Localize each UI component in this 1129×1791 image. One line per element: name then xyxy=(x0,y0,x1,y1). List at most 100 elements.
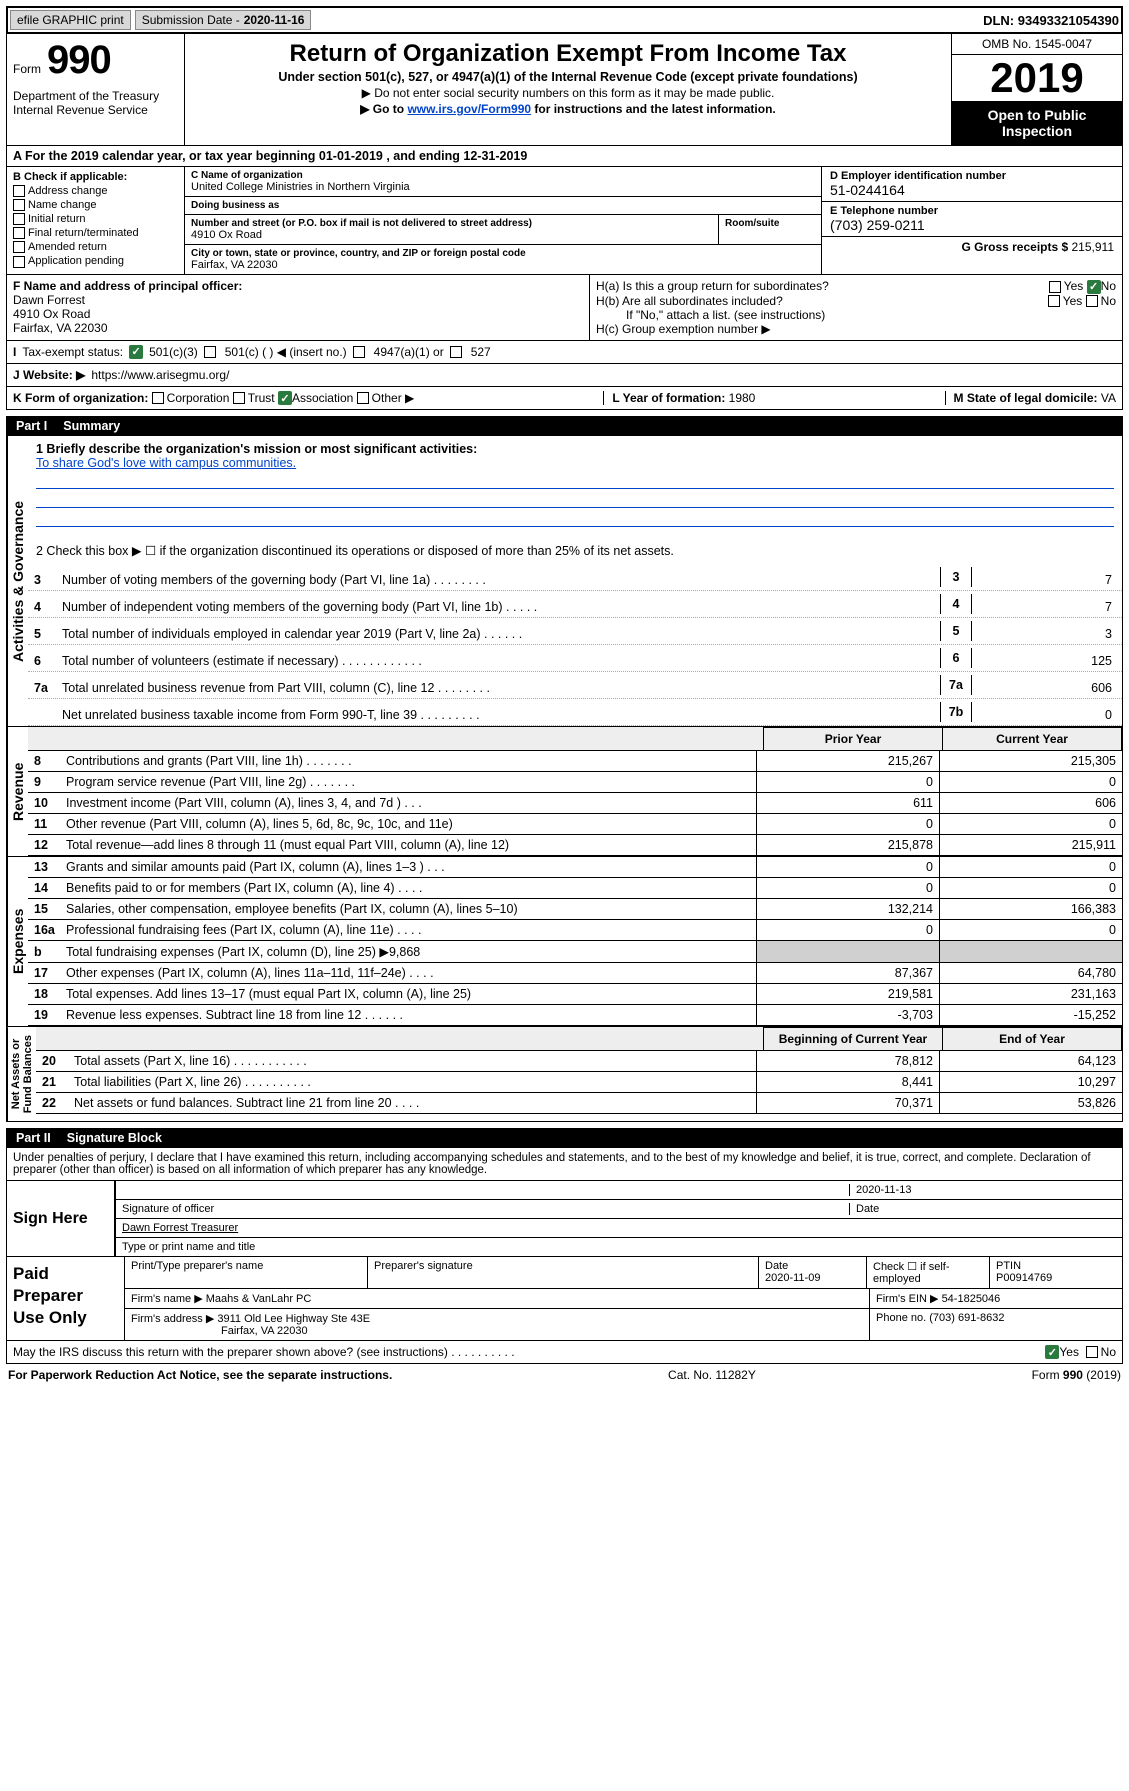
table-row: 22Net assets or fund balances. Subtract … xyxy=(36,1093,1122,1114)
state-domicile: VA xyxy=(1101,391,1116,405)
table-row: 15Salaries, other compensation, employee… xyxy=(28,899,1122,920)
year-cell: OMB No. 1545-0047 2019 Open to Public In… xyxy=(951,34,1122,145)
officer-addr2: Fairfax, VA 22030 xyxy=(13,321,583,335)
form-header: Form 990 Department of the Treasury Inte… xyxy=(6,34,1123,146)
firm-city: Fairfax, VA 22030 xyxy=(131,1325,308,1337)
tel-value: (703) 259-0211 xyxy=(830,217,1114,233)
dln: DLN: 93493321054390 xyxy=(983,13,1119,28)
firm-addr-label: Firm's address ▶ xyxy=(131,1313,214,1325)
discuss-row: May the IRS discuss this return with the… xyxy=(6,1341,1123,1364)
ha-no: No xyxy=(1101,279,1116,293)
goto-pre: ▶ Go to xyxy=(360,102,407,116)
ein-value: 51-0244164 xyxy=(830,182,1114,198)
status-4947: 4947(a)(1) or xyxy=(374,345,444,359)
check-address-change: Address change xyxy=(13,185,178,197)
discuss-no: No xyxy=(1101,1345,1116,1359)
gross-value: 215,911 xyxy=(1072,240,1115,254)
mission-text: To share God's love with campus communit… xyxy=(36,456,1114,470)
governance-tab: Activities & Governance xyxy=(7,436,28,726)
firm-name-label: Firm's name ▶ xyxy=(131,1293,203,1305)
submission-date-button[interactable]: Submission Date - 2020-11-16 xyxy=(135,10,312,30)
table-row: 11Other revenue (Part VIII, column (A), … xyxy=(28,814,1122,835)
goto-link[interactable]: www.irs.gov/Form990 xyxy=(407,102,531,116)
period-row: A For the 2019 calendar year, or tax yea… xyxy=(6,146,1123,167)
form-org-row: K Form of organization: Corporation Trus… xyxy=(6,387,1123,411)
summary-line: 5Total number of individuals employed in… xyxy=(28,618,1122,645)
hc-label: H(c) Group exemption number ▶ xyxy=(596,322,1116,336)
part-2-label: Part II xyxy=(16,1131,51,1145)
paid-preparer-label: Paid Preparer Use Only xyxy=(7,1257,124,1340)
right-column: D Employer identification number 51-0244… xyxy=(821,167,1122,274)
org-assoc: Association xyxy=(292,391,353,405)
part-2-title: Signature Block xyxy=(67,1131,162,1145)
name-column: C Name of organization United College Mi… xyxy=(185,167,821,274)
tel-label: E Telephone number xyxy=(830,205,1114,217)
goto-post: for instructions and the latest informat… xyxy=(531,102,776,116)
efile-button[interactable]: efile GRAPHIC print xyxy=(10,10,131,30)
state-domicile-label: M State of legal domicile: xyxy=(954,391,1101,405)
net-tab: Net Assets or Fund Balances xyxy=(7,1027,36,1121)
check-initial-return: Initial return xyxy=(13,213,178,225)
table-row: 19Revenue less expenses. Subtract line 1… xyxy=(28,1005,1122,1026)
hb-label: H(b) Are all subordinates included? xyxy=(596,294,783,308)
org-name: United College Ministries in Northern Vi… xyxy=(191,181,815,193)
perjury-statement: Under penalties of perjury, I declare th… xyxy=(7,1148,1122,1180)
subtitle: Under section 501(c), 527, or 4947(a)(1)… xyxy=(193,70,943,84)
city-label: City or town, state or province, country… xyxy=(191,248,815,259)
street-value: 4910 Ox Road xyxy=(191,229,712,241)
self-employed-check: Check ☐ if self-employed xyxy=(867,1257,990,1288)
website-label: J Website: ▶ xyxy=(13,368,85,382)
officer-group-row: F Name and address of principal officer:… xyxy=(6,275,1123,341)
ha-yes: Yes xyxy=(1064,279,1084,293)
part-1-label: Part I xyxy=(16,419,47,433)
goto-line: ▶ Go to www.irs.gov/Form990 for instruct… xyxy=(193,102,943,116)
org-trust: Trust xyxy=(248,391,275,405)
year-formation-label: L Year of formation: xyxy=(612,391,728,405)
phone-value: (703) 691-8632 xyxy=(929,1312,1004,1324)
officer-cell: F Name and address of principal officer:… xyxy=(7,275,589,340)
dln-label: DLN: xyxy=(983,13,1018,28)
table-row: 13Grants and similar amounts paid (Part … xyxy=(28,857,1122,878)
prep-name-label: Print/Type preparer's name xyxy=(125,1257,368,1288)
ptin-value: P00914769 xyxy=(996,1272,1052,1284)
summary-line: 4Number of independent voting members of… xyxy=(28,591,1122,618)
summary-line: 6Total number of volunteers (estimate if… xyxy=(28,645,1122,672)
firm-ein: 54-1825046 xyxy=(942,1293,1001,1305)
ptin-label: PTIN xyxy=(996,1260,1021,1272)
expenses-section: Expenses 13Grants and similar amounts pa… xyxy=(6,856,1123,1026)
revenue-tab: Revenue xyxy=(7,727,28,856)
table-row: 16aProfessional fundraising fees (Part I… xyxy=(28,920,1122,941)
sig-officer-label: Signature of officer xyxy=(122,1203,849,1215)
check-amended: Amended return xyxy=(13,241,178,253)
dln-value: 93493321054390 xyxy=(1018,13,1119,28)
firm-name: Maahs & VanLahr PC xyxy=(206,1293,312,1305)
submission-date-label: Submission Date - xyxy=(142,13,240,27)
discuss-yes: Yes xyxy=(1059,1345,1079,1359)
ssn-note: ▶ Do not enter social security numbers o… xyxy=(193,86,943,100)
hb-note: If "No," attach a list. (see instruction… xyxy=(596,308,1116,322)
signature-block: Under penalties of perjury, I declare th… xyxy=(6,1148,1123,1341)
entity-box: B Check if applicable: Address change Na… xyxy=(6,167,1123,275)
room-suite: Room/suite xyxy=(718,215,821,244)
form-title: Return of Organization Exempt From Incom… xyxy=(193,40,943,68)
prep-sig-label: Preparer's signature xyxy=(368,1257,759,1288)
open-inspection: Open to Public Inspection xyxy=(952,101,1122,145)
officer-addr1: 4910 Ox Road xyxy=(13,307,583,321)
form-number: 990 xyxy=(47,38,111,83)
expenses-tab: Expenses xyxy=(7,857,28,1026)
status-501c: 501(c) ( ) ◀ (insert no.) xyxy=(225,345,347,359)
group-return-cell: H(a) Is this a group return for subordin… xyxy=(589,275,1122,340)
year-formation: 1980 xyxy=(729,391,756,405)
org-other: Other ▶ xyxy=(372,391,415,405)
check-app-pending: Application pending xyxy=(13,255,178,267)
summary-line: 3Number of voting members of the governi… xyxy=(28,564,1122,591)
cat-number: Cat. No. 11282Y xyxy=(668,1368,756,1382)
table-row: bTotal fundraising expenses (Part IX, co… xyxy=(28,941,1122,963)
sig-date-label: Date xyxy=(849,1203,1116,1215)
check-icon: ✓ xyxy=(1087,280,1101,294)
paperwork-notice: For Paperwork Reduction Act Notice, see … xyxy=(8,1368,392,1382)
officer-name: Dawn Forrest xyxy=(13,293,583,307)
discuss-question: May the IRS discuss this return with the… xyxy=(13,1345,1045,1359)
q2-line: 2 Check this box ▶ ☐ if the organization… xyxy=(28,537,1122,564)
type-name-label: Type or print name and title xyxy=(122,1241,1116,1253)
